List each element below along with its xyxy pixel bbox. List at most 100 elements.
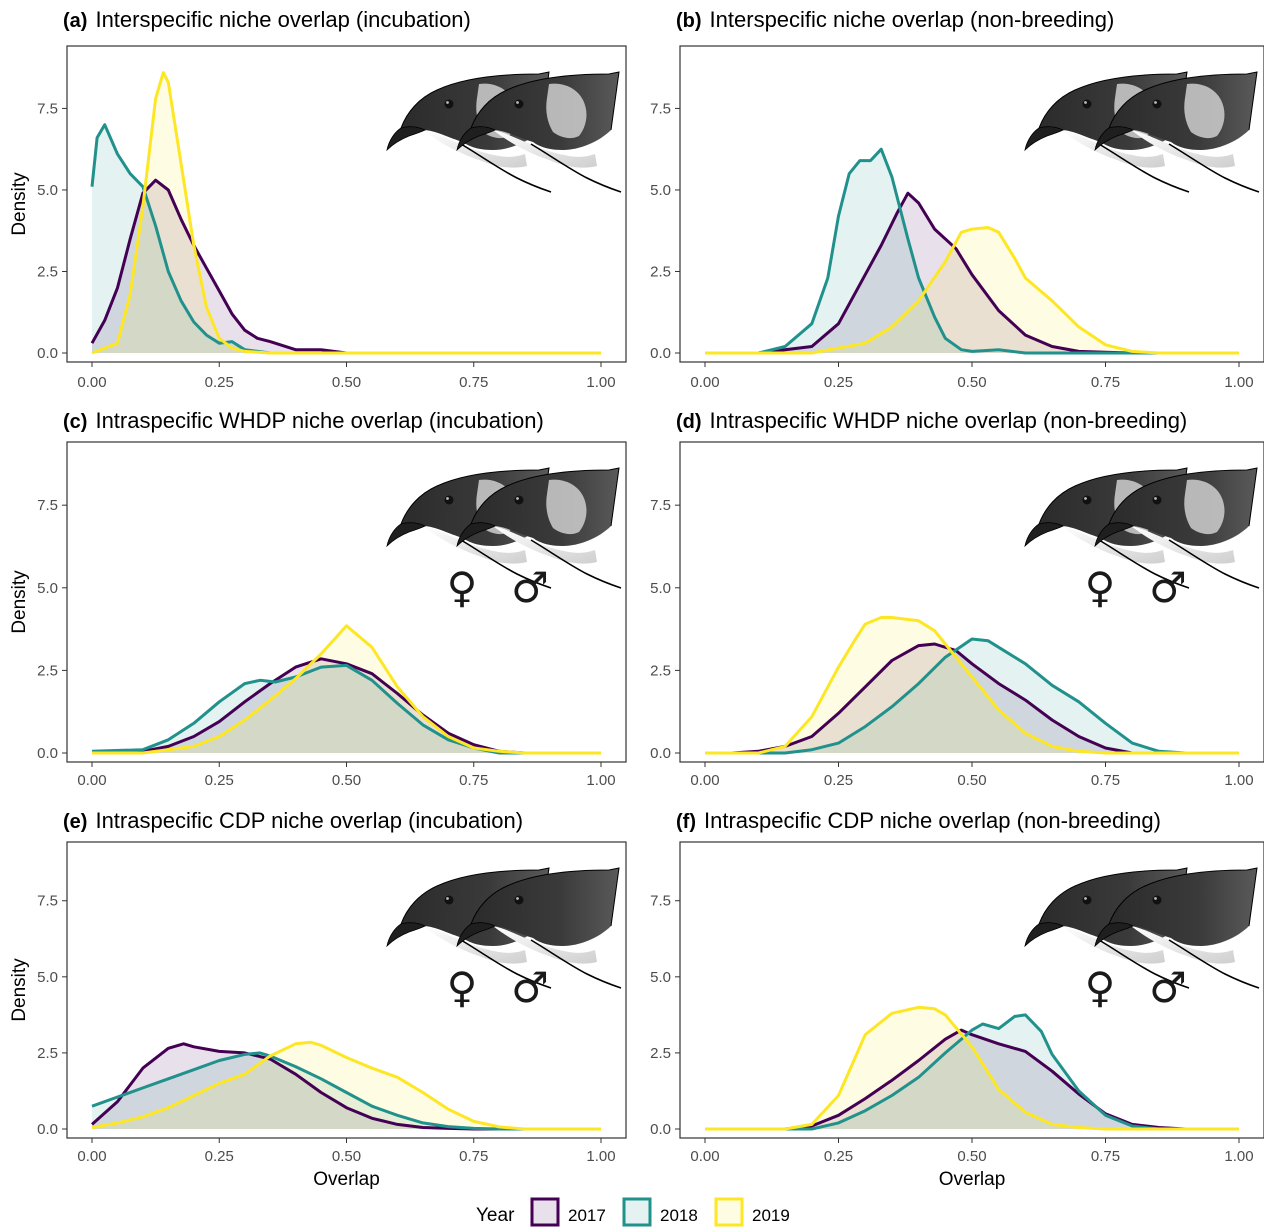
x-tick-label: 0.00 [690, 772, 719, 789]
y-tick-label: 2.5 [37, 662, 58, 679]
x-tick-label: 0.00 [690, 374, 719, 391]
female-symbol-icon: ♀ [1085, 563, 1116, 612]
legend-label: 2019 [752, 1206, 790, 1225]
density-area-2019 [92, 72, 271, 353]
x-tick-label: 0.00 [77, 374, 106, 391]
y-tick-label: 0.0 [650, 345, 671, 362]
x-tick-label: 0.25 [205, 1148, 234, 1165]
y-tick-label: 7.5 [650, 893, 671, 910]
panel-tag: (b) [676, 10, 702, 32]
panel-d: (d) Intraspecific WHDP niche overlap (non… [650, 408, 1264, 789]
density-area-2018 [92, 665, 500, 753]
y-tick-label: 7.5 [650, 100, 671, 117]
panel-b: (b) Interspecific niche overlap (non-bree… [650, 7, 1264, 391]
legend-title: Year [476, 1205, 515, 1226]
y-axis-title: Density [9, 570, 30, 634]
y-tick-label: 2.5 [650, 662, 671, 679]
density-line-2017 [705, 191, 1239, 355]
x-tick-label: 0.50 [957, 374, 986, 391]
y-tick-label: 5.0 [37, 969, 58, 986]
y-tick-label: 0.0 [37, 745, 58, 762]
x-tick-label: 0.75 [1091, 1148, 1120, 1165]
panel-title: (b) Interspecific niche overlap (non-bree… [676, 7, 1114, 32]
y-tick-label: 0.0 [37, 345, 58, 362]
density-area-2019 [142, 625, 525, 753]
x-tick-label: 0.50 [332, 1148, 361, 1165]
density-area-2018 [92, 1052, 500, 1129]
y-tick-label: 5.0 [650, 182, 671, 199]
x-tick-label: 1.00 [1224, 374, 1253, 391]
panel-title: (d) Intraspecific WHDP niche overlap (non… [676, 408, 1187, 433]
density-line-2019 [705, 616, 1239, 755]
x-tick-label: 0.75 [1091, 374, 1120, 391]
x-tick-label: 0.25 [205, 772, 234, 789]
x-tick-label: 0.75 [459, 772, 488, 789]
x-tick-label: 0.00 [77, 772, 106, 789]
panel-title-text: Intraspecific WHDP niche overlap (incuba… [95, 408, 543, 433]
density-line-2018 [90, 123, 601, 355]
y-tick-label: 5.0 [650, 969, 671, 986]
y-axis-title: Density [9, 172, 30, 236]
y-tick-label: 7.5 [37, 893, 58, 910]
density-line-2018 [705, 147, 1239, 355]
density-area-2017 [92, 658, 525, 753]
x-tick-label: 1.00 [1224, 772, 1253, 789]
panel-title-text: Interspecific niche overlap (non-breedin… [710, 7, 1115, 32]
panel-tag: (e) [63, 811, 87, 833]
x-tick-label: 0.75 [459, 1148, 488, 1165]
female-symbol-icon: ♀ [447, 563, 478, 612]
panel-title: (f) Intraspecific CDP niche overlap (non-… [676, 808, 1161, 833]
density-area-2017 [92, 1043, 474, 1129]
x-tick-label: 1.00 [586, 1148, 615, 1165]
y-axis-title: Density [9, 958, 30, 1022]
x-tick-label: 0.00 [77, 1148, 106, 1165]
y-tick-label: 5.0 [37, 580, 58, 597]
x-axis-title: Overlap [313, 1169, 380, 1190]
panel-title-text: Interspecific niche overlap (incubation) [95, 7, 470, 32]
legend-key-2017 [530, 1197, 560, 1227]
male-symbol-icon: ♂ [511, 963, 549, 1012]
male-symbol-icon: ♂ [511, 563, 549, 612]
panel-title-text: Intraspecific CDP niche overlap (incubat… [95, 808, 523, 833]
x-tick-label: 0.50 [332, 374, 361, 391]
panel-tag: (a) [63, 10, 87, 32]
density-area-2017 [758, 193, 1133, 353]
density-line-2019 [705, 226, 1239, 355]
density-line-2018 [705, 1013, 1239, 1131]
panel-tag: (f) [676, 811, 696, 833]
x-tick-label: 0.00 [690, 1148, 719, 1165]
panel-c: (c) Intraspecific WHDP niche overlap (inc… [9, 408, 627, 789]
legend-label: 2017 [568, 1206, 606, 1225]
y-tick-label: 7.5 [37, 497, 58, 514]
x-tick-label: 0.25 [824, 374, 853, 391]
y-tick-label: 7.5 [650, 497, 671, 514]
x-tick-label: 0.50 [957, 1148, 986, 1165]
density-area-2018 [811, 1014, 1159, 1129]
x-axis-title: Overlap [939, 1169, 1006, 1190]
density-area-2018 [758, 149, 1026, 353]
panel-a: (a) Interspecific niche overlap (incubati… [9, 7, 627, 391]
legend: Year 2017 2018 2019 [476, 1197, 790, 1227]
density-line-2018 [705, 637, 1239, 755]
panel-title: (e) Intraspecific CDP niche overlap (incu… [63, 808, 523, 833]
density-area-2017 [731, 644, 1133, 753]
y-tick-label: 5.0 [37, 182, 58, 199]
density-line-2017 [91, 1042, 601, 1131]
density-line-2018 [91, 663, 601, 755]
x-tick-label: 0.75 [459, 374, 488, 391]
x-tick-label: 1.00 [586, 374, 615, 391]
y-tick-label: 7.5 [37, 100, 58, 117]
density-area-2019 [758, 617, 1106, 753]
y-tick-label: 2.5 [650, 1045, 671, 1062]
density-area-2019 [92, 1042, 525, 1129]
panel-title-text: Intraspecific WHDP niche overlap (non-br… [710, 408, 1188, 433]
density-line-2017 [91, 657, 601, 755]
y-tick-label: 0.0 [650, 1121, 671, 1138]
female-symbol-icon: ♀ [1085, 963, 1116, 1012]
y-tick-label: 5.0 [650, 580, 671, 597]
legend-key-2019 [714, 1197, 744, 1227]
x-tick-label: 1.00 [586, 772, 615, 789]
density-line-2019 [705, 1005, 1239, 1131]
x-tick-label: 0.50 [332, 772, 361, 789]
panel-e: (e) Intraspecific CDP niche overlap (incu… [9, 808, 627, 1190]
